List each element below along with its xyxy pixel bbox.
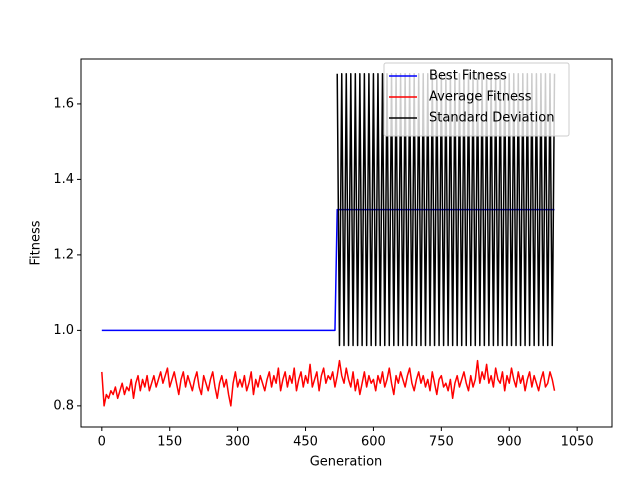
y-tick-label: 1.6 [53, 96, 74, 111]
x-tick-label: 600 [361, 435, 386, 450]
axes-frame [80, 58, 613, 428]
legend-label: Standard Deviation [429, 111, 554, 126]
legend: Best Fitness Average Fitness Standard Devi… [383, 62, 570, 137]
legend-label: Best Fitness [429, 69, 507, 84]
x-tick-label: 750 [429, 435, 454, 450]
y-tick-label: 1.4 [53, 172, 74, 187]
y-tick-label: 1.2 [53, 247, 74, 262]
x-tick-label: 0 [98, 435, 106, 450]
x-axis-label: Generation [310, 455, 383, 470]
y-axis-label: Fitness [29, 220, 44, 265]
series-line [101, 359, 556, 407]
y-tick-label: 0.8 [53, 398, 74, 413]
legend-box [383, 62, 570, 137]
x-tick-label: 1050 [561, 435, 594, 450]
y-tick-label: 1.0 [53, 323, 74, 338]
x-tick-label: 900 [497, 435, 522, 450]
legend-label: Average Fitness [429, 90, 532, 105]
x-tick-label: 150 [157, 435, 182, 450]
x-tick-label: 300 [225, 435, 250, 450]
x-tick-label: 450 [293, 435, 318, 450]
